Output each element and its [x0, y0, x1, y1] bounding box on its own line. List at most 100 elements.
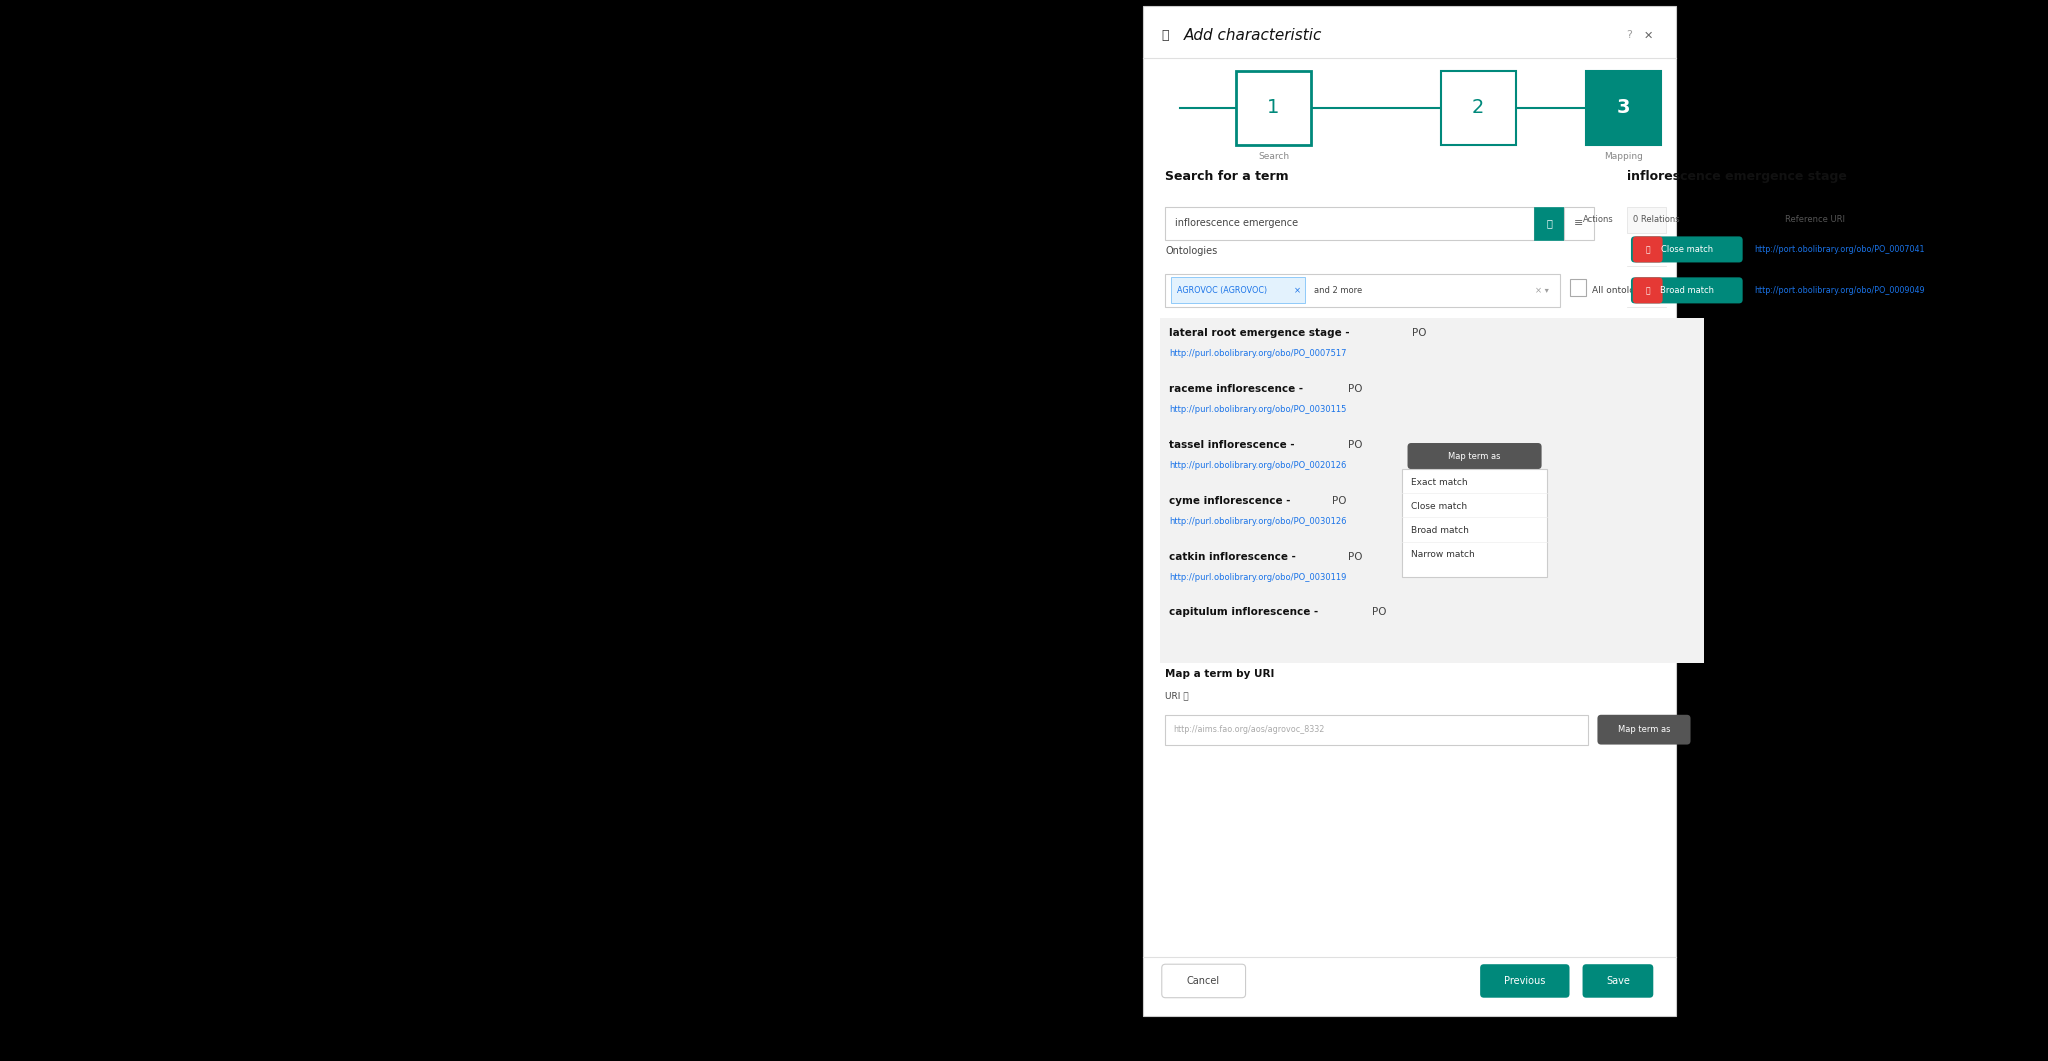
FancyBboxPatch shape: [1159, 318, 1704, 663]
Text: hour: hour: [2019, 598, 2038, 608]
Text: capitulum inflorescence -: capitulum inflorescence -: [1169, 607, 1323, 618]
Text: http://aims.fao.org/aos/agrovoc_8332: http://aims.fao.org/aos/agrovoc_8332: [1174, 725, 1325, 734]
Text: ›: ›: [199, 702, 203, 712]
Text: Broad match: Broad match: [1659, 285, 1714, 295]
FancyBboxPatch shape: [1237, 71, 1311, 145]
Text: Entity: Entity: [354, 68, 381, 77]
Text: ›: ›: [199, 881, 203, 891]
Text: OpenSILEX: OpenSILEX: [72, 23, 135, 33]
Text: http://port.obolibrary.org/obo/PO_0009049: http://port.obolibrary.org/obo/PO_000904…: [1753, 285, 1925, 295]
Text: ▲ Name: ▲ Name: [252, 172, 287, 181]
FancyBboxPatch shape: [215, 56, 2048, 1061]
Text: air_humidity_minimumDailyMeasurement_percent: air_humidity_minimumDailyMeasurement_per…: [256, 650, 467, 660]
FancyBboxPatch shape: [229, 400, 244, 415]
FancyBboxPatch shape: [0, 324, 215, 376]
Text: Map a term by URI: Map a term by URI: [1165, 668, 1274, 679]
FancyBboxPatch shape: [1565, 207, 1593, 240]
Text: TZN_DAILY: TZN_DAILY: [256, 800, 295, 808]
FancyBboxPatch shape: [1597, 715, 1690, 745]
Text: ›: ›: [199, 524, 203, 534]
FancyBboxPatch shape: [229, 337, 244, 352]
Text: http://purl.obolibrary.org/obo/PO_0020126: http://purl.obolibrary.org/obo/PO_002012…: [1169, 460, 1348, 470]
FancyBboxPatch shape: [215, 572, 2048, 634]
Text: ✕: ✕: [1645, 31, 1653, 40]
FancyBboxPatch shape: [1583, 964, 1653, 997]
Text: tassel inflorescence -: tassel inflorescence -: [1169, 440, 1298, 450]
FancyBboxPatch shape: [0, 0, 215, 1061]
Text: http://purl.obolibrary.org/obo/PO_0030115: http://purl.obolibrary.org/obo/PO_003011…: [1169, 405, 1348, 414]
Text: Characteristic: Characteristic: [653, 68, 717, 77]
Text: lateral root emergence stage -: lateral root emergence stage -: [1169, 328, 1354, 338]
FancyBboxPatch shape: [252, 91, 391, 121]
FancyBboxPatch shape: [215, 508, 2048, 572]
Text: UN_DAILY: UN_DAILY: [256, 673, 291, 682]
FancyBboxPatch shape: [229, 590, 244, 605]
Text: air_humidity_durationBetween80pcAnd90pcHourlyComp...: air_humidity_durationBetween80pcAnd90pcH…: [256, 271, 502, 280]
FancyBboxPatch shape: [215, 382, 2048, 445]
Text: Web API: Web API: [86, 971, 127, 980]
Text: percent: percent: [2007, 662, 2038, 671]
FancyBboxPatch shape: [229, 274, 244, 289]
Text: ⏸ Selected Variables: ⏸ Selected Variables: [256, 129, 358, 139]
Text: ?: ?: [1626, 31, 1632, 40]
Text: cyme inflorescence -: cyme inflorescence -: [1169, 495, 1294, 506]
Text: Manage and configure variables, entities, characteristics, meth...: Manage and configure variables, entities…: [252, 35, 502, 44]
Text: Mapping: Mapping: [1604, 152, 1642, 161]
Text: Figure 4. Connectors’ mapping functionality of terms: Figure 4. Connectors’ mapping functional…: [887, 1041, 1161, 1051]
FancyBboxPatch shape: [1165, 207, 1534, 240]
FancyBboxPatch shape: [215, 698, 2048, 762]
Text: Map term as: Map term as: [1618, 725, 1671, 734]
Text: degree Celsius: degree Celsius: [1976, 788, 2038, 798]
Text: air_humidity_durationOver80pcDailyComputation_dec...: air_humidity_durationOver80pcDailyComput…: [256, 334, 492, 344]
Text: Variables: Variables: [252, 12, 317, 25]
Text: ›: ›: [199, 76, 203, 87]
FancyBboxPatch shape: [215, 445, 2048, 508]
FancyBboxPatch shape: [1534, 207, 1565, 240]
Text: http://purl.obolibrary.org/obo/PO_0030126: http://purl.obolibrary.org/obo/PO_003012…: [1169, 517, 1348, 525]
Text: Reference URI: Reference URI: [1786, 215, 1845, 224]
Text: Close match: Close match: [1661, 245, 1712, 254]
Text: Vocabulary: Vocabulary: [80, 613, 133, 623]
Text: Tools: Tools: [94, 881, 119, 891]
FancyBboxPatch shape: [1143, 5, 1675, 1016]
Text: PO: PO: [1348, 384, 1362, 394]
Text: Entity of interest: Entity of interest: [444, 68, 520, 77]
Text: http://port.obolibrary.org/obo/PO_0007041: http://port.obolibrary.org/obo/PO_000704…: [1753, 245, 1925, 254]
Text: U_HOURLY: U_HOURLY: [256, 483, 295, 492]
FancyBboxPatch shape: [1407, 443, 1542, 469]
Text: U9_DAILY: U9_DAILY: [256, 420, 291, 429]
Text: PO: PO: [1348, 552, 1362, 561]
Text: Actions: Actions: [584, 129, 612, 139]
FancyBboxPatch shape: [1587, 71, 1661, 145]
Text: Broad match: Broad match: [1411, 526, 1468, 535]
Text: Search: Search: [1257, 152, 1288, 161]
Text: ×: ×: [1294, 285, 1300, 295]
FancyBboxPatch shape: [1171, 277, 1305, 303]
FancyBboxPatch shape: [1630, 277, 1743, 303]
FancyBboxPatch shape: [215, 255, 2048, 318]
FancyBboxPatch shape: [1569, 279, 1587, 296]
Text: Actions: Actions: [1583, 215, 1614, 224]
Text: air_humidity_maximumMomentMeasurement_dro...: air_humidity_maximumMomentMeasurement_dr…: [256, 588, 473, 596]
Text: 3: 3: [1616, 99, 1630, 118]
Text: Exact match: Exact match: [1411, 477, 1468, 487]
Text: UM_DAILY: UM_DAILY: [256, 230, 293, 239]
FancyBboxPatch shape: [434, 125, 459, 145]
Text: 1: 1: [1268, 99, 1280, 118]
FancyBboxPatch shape: [1481, 964, 1569, 997]
Text: Add characteristic: Add characteristic: [1184, 28, 1323, 42]
Text: air_humidity_averageDailyComputation_percent: air_humidity_averageDailyComputation_per…: [256, 208, 459, 216]
Text: raceme inflorescence -: raceme inflorescence -: [1169, 384, 1307, 394]
Text: Showing 8 to 20 of 26 entries: Showing 8 to 20 of 26 entries: [229, 152, 352, 161]
Text: http://purl.obolibrary.org/obo/PO_0030119: http://purl.obolibrary.org/obo/PO_003011…: [1169, 573, 1348, 581]
FancyBboxPatch shape: [215, 56, 2048, 89]
Text: catkin inflorescence -: catkin inflorescence -: [1169, 552, 1300, 561]
Text: ⌕: ⌕: [1546, 219, 1552, 228]
Text: Map term as: Map term as: [1448, 452, 1501, 460]
Text: ∨: ∨: [197, 167, 205, 176]
FancyBboxPatch shape: [215, 192, 2048, 255]
Text: air_humidity_durationOver90pcDailyComputation_dec...: air_humidity_durationOver90pcDailyComput…: [256, 398, 492, 406]
Text: Display ›: Display ›: [494, 129, 526, 139]
Text: percent: percent: [2007, 536, 2038, 544]
FancyBboxPatch shape: [465, 123, 555, 147]
